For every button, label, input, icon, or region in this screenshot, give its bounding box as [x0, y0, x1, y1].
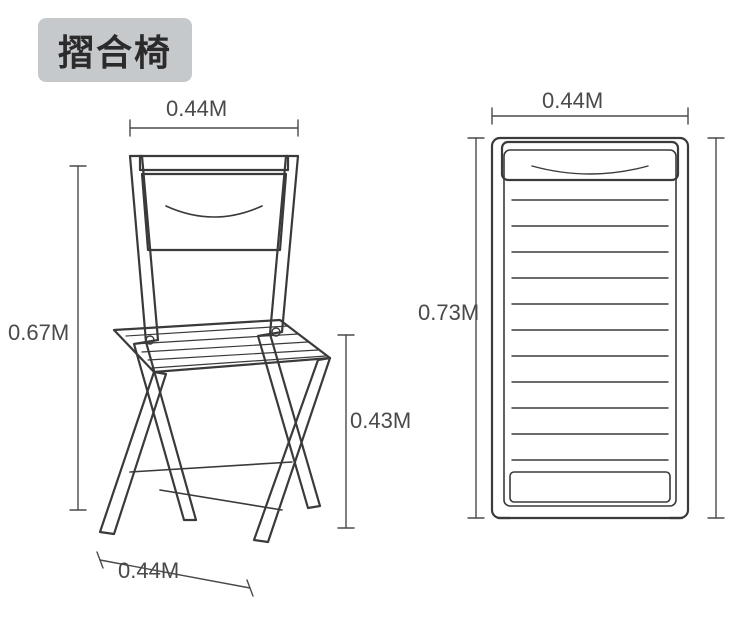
open-chair-drawing: [30, 110, 410, 620]
diagram-canvas: 0.44M 0.67M 0.43M 0.44M 0.44M 0.73M: [0, 90, 750, 620]
product-title-badge: 摺合椅: [38, 18, 192, 82]
folded-chair-drawing: [440, 100, 740, 570]
